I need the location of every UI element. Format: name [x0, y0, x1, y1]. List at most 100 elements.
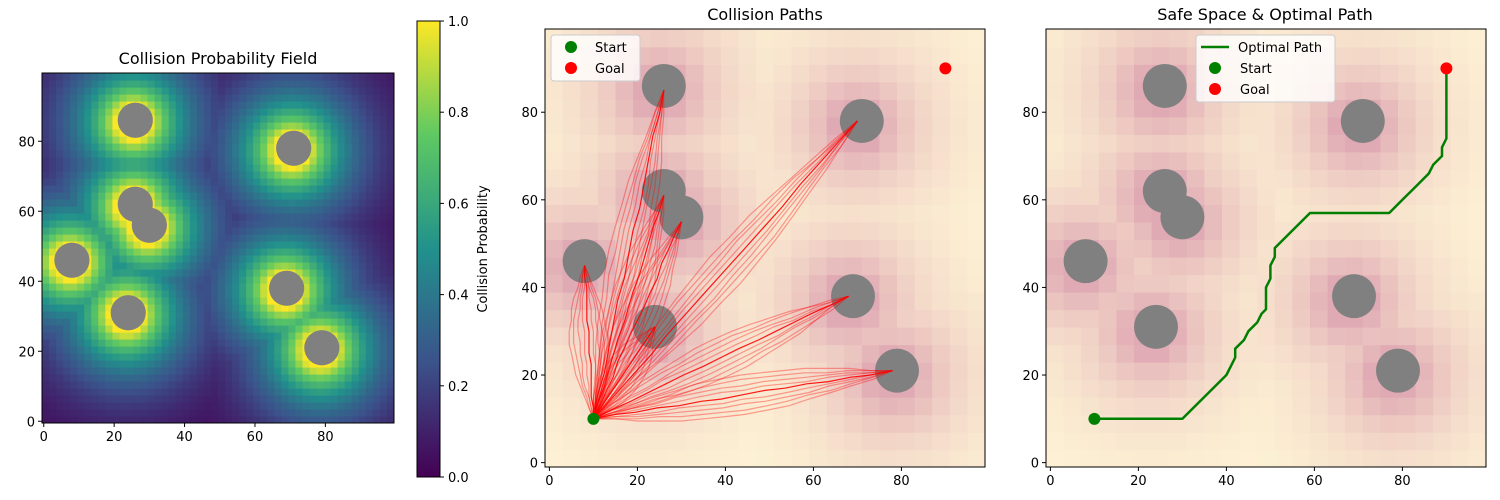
safety-field-cell — [1380, 81, 1399, 100]
heatmap-cell — [70, 213, 78, 221]
heatmap-cell — [372, 164, 381, 172]
heatmap-cell — [344, 318, 353, 326]
heatmap-cell — [330, 248, 339, 256]
heatmap-cell — [133, 171, 142, 179]
heatmap-cell — [112, 416, 121, 423]
safety-field-cell — [1327, 449, 1346, 467]
safety-field-cell — [633, 361, 652, 381]
heatmap-cell — [112, 164, 121, 172]
heatmap-cell — [182, 101, 191, 109]
x-tick-label: 0 — [1046, 474, 1054, 489]
safety-field-cell — [949, 204, 969, 223]
safety-field-cell — [1345, 326, 1364, 346]
heatmap-cell — [126, 178, 135, 186]
heatmap-cell — [56, 234, 64, 242]
safety-field-cell — [685, 116, 705, 135]
heatmap-cell — [316, 409, 325, 417]
heatmap-cell — [77, 115, 85, 123]
safety-field-cell — [826, 449, 845, 467]
heatmap-cell — [182, 311, 191, 319]
heatmap-cell — [182, 395, 191, 403]
heatmap-cell — [203, 339, 212, 347]
safety-field-cell — [949, 221, 969, 241]
heatmap-cell — [105, 353, 113, 361]
heatmap-cell — [239, 101, 247, 109]
heatmap-cell — [267, 192, 275, 200]
heatmap-cell — [168, 108, 177, 116]
heatmap-cell — [344, 297, 353, 305]
safety-field-cell — [1151, 396, 1170, 416]
collision-path — [592, 90, 665, 419]
heatmap-cell — [196, 367, 205, 375]
safety-field-cell — [1169, 431, 1188, 451]
heatmap-cell — [267, 353, 275, 361]
safety-field-cell — [685, 64, 705, 83]
heatmap-cell — [105, 283, 113, 291]
heatmap-cell — [203, 255, 212, 263]
safety-field-cell — [809, 186, 828, 205]
heatmap-cell — [56, 199, 64, 207]
heatmap-cell — [267, 164, 275, 172]
heatmap-cell — [372, 115, 381, 123]
heatmap-cell — [246, 101, 254, 109]
heatmap-cell — [239, 388, 247, 396]
collision-path — [592, 221, 682, 419]
heatmap-cell — [344, 283, 353, 291]
safety-field-cell — [738, 64, 757, 83]
heatmap-cell — [246, 311, 254, 319]
heatmap-cell — [70, 143, 78, 151]
heatmap-cell — [182, 115, 191, 123]
heatmap-cell — [225, 353, 233, 361]
heatmap-cell — [351, 115, 360, 123]
heatmap-cell — [239, 220, 247, 228]
heatmap-cell — [365, 388, 374, 396]
heatmap-cell — [91, 199, 99, 207]
heatmap-cell — [105, 192, 113, 200]
heatmap-cell — [246, 241, 254, 249]
heatmap-cell — [161, 409, 170, 417]
safety-field-cell — [1257, 116, 1276, 135]
safety-field-cell — [668, 291, 687, 311]
heatmap-cell — [379, 94, 388, 102]
heatmap-cell — [372, 339, 381, 347]
heatmap-cell — [232, 353, 240, 361]
heatmap-cell — [239, 87, 247, 95]
heatmap-cell — [168, 262, 177, 270]
safety-field-cell — [897, 274, 916, 293]
safety-field-cell — [791, 134, 810, 153]
heatmap-cell — [175, 381, 184, 389]
heatmap-cell — [232, 304, 240, 312]
safety-field-cell — [1239, 134, 1258, 153]
heatmap-cell — [365, 318, 374, 326]
heatmap-cell — [189, 332, 198, 340]
heatmap-cell — [84, 101, 92, 109]
heatmap-cell — [112, 73, 121, 81]
safety-field-cell — [1222, 116, 1241, 135]
heatmap-cell — [288, 304, 297, 312]
safety-field-cell — [914, 344, 933, 363]
safety-field-cell — [1468, 326, 1486, 346]
heatmap-cell — [147, 178, 156, 186]
heatmap-cell — [365, 178, 374, 186]
heatmap-cell — [84, 283, 92, 291]
heatmap-cell — [105, 346, 113, 354]
heatmap-cell — [168, 353, 177, 361]
heatmap-cell — [63, 332, 71, 340]
safety-field-cell — [1345, 81, 1364, 100]
collision-path — [592, 195, 665, 420]
safety-field-cell — [1081, 326, 1100, 346]
safety-field-cell — [615, 99, 634, 118]
heatmap-cell — [358, 311, 367, 319]
heatmap-cell — [182, 255, 191, 263]
heatmap-cell — [42, 80, 50, 88]
heatmap-cell — [161, 360, 170, 368]
heatmap-cell — [253, 206, 261, 214]
colorbar-tick-label: 0.0 — [448, 471, 469, 486]
heatmap-cell — [274, 213, 282, 221]
safety-field-cell — [1063, 169, 1082, 188]
heatmap-cell — [63, 339, 71, 347]
heatmap-cell — [77, 234, 85, 242]
heatmap-cell — [323, 192, 332, 200]
heatmap-cell — [161, 206, 170, 214]
safety-field-cell — [703, 151, 722, 170]
